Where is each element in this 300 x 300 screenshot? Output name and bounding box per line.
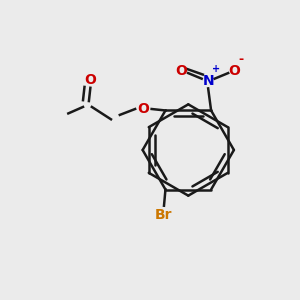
- Text: O: O: [229, 64, 241, 78]
- Text: O: O: [84, 73, 96, 87]
- Text: O: O: [176, 64, 188, 78]
- Text: Br: Br: [155, 208, 173, 222]
- Text: -: -: [238, 53, 243, 66]
- Text: +: +: [212, 64, 220, 74]
- Text: N: N: [202, 74, 214, 88]
- Text: O: O: [137, 102, 149, 116]
